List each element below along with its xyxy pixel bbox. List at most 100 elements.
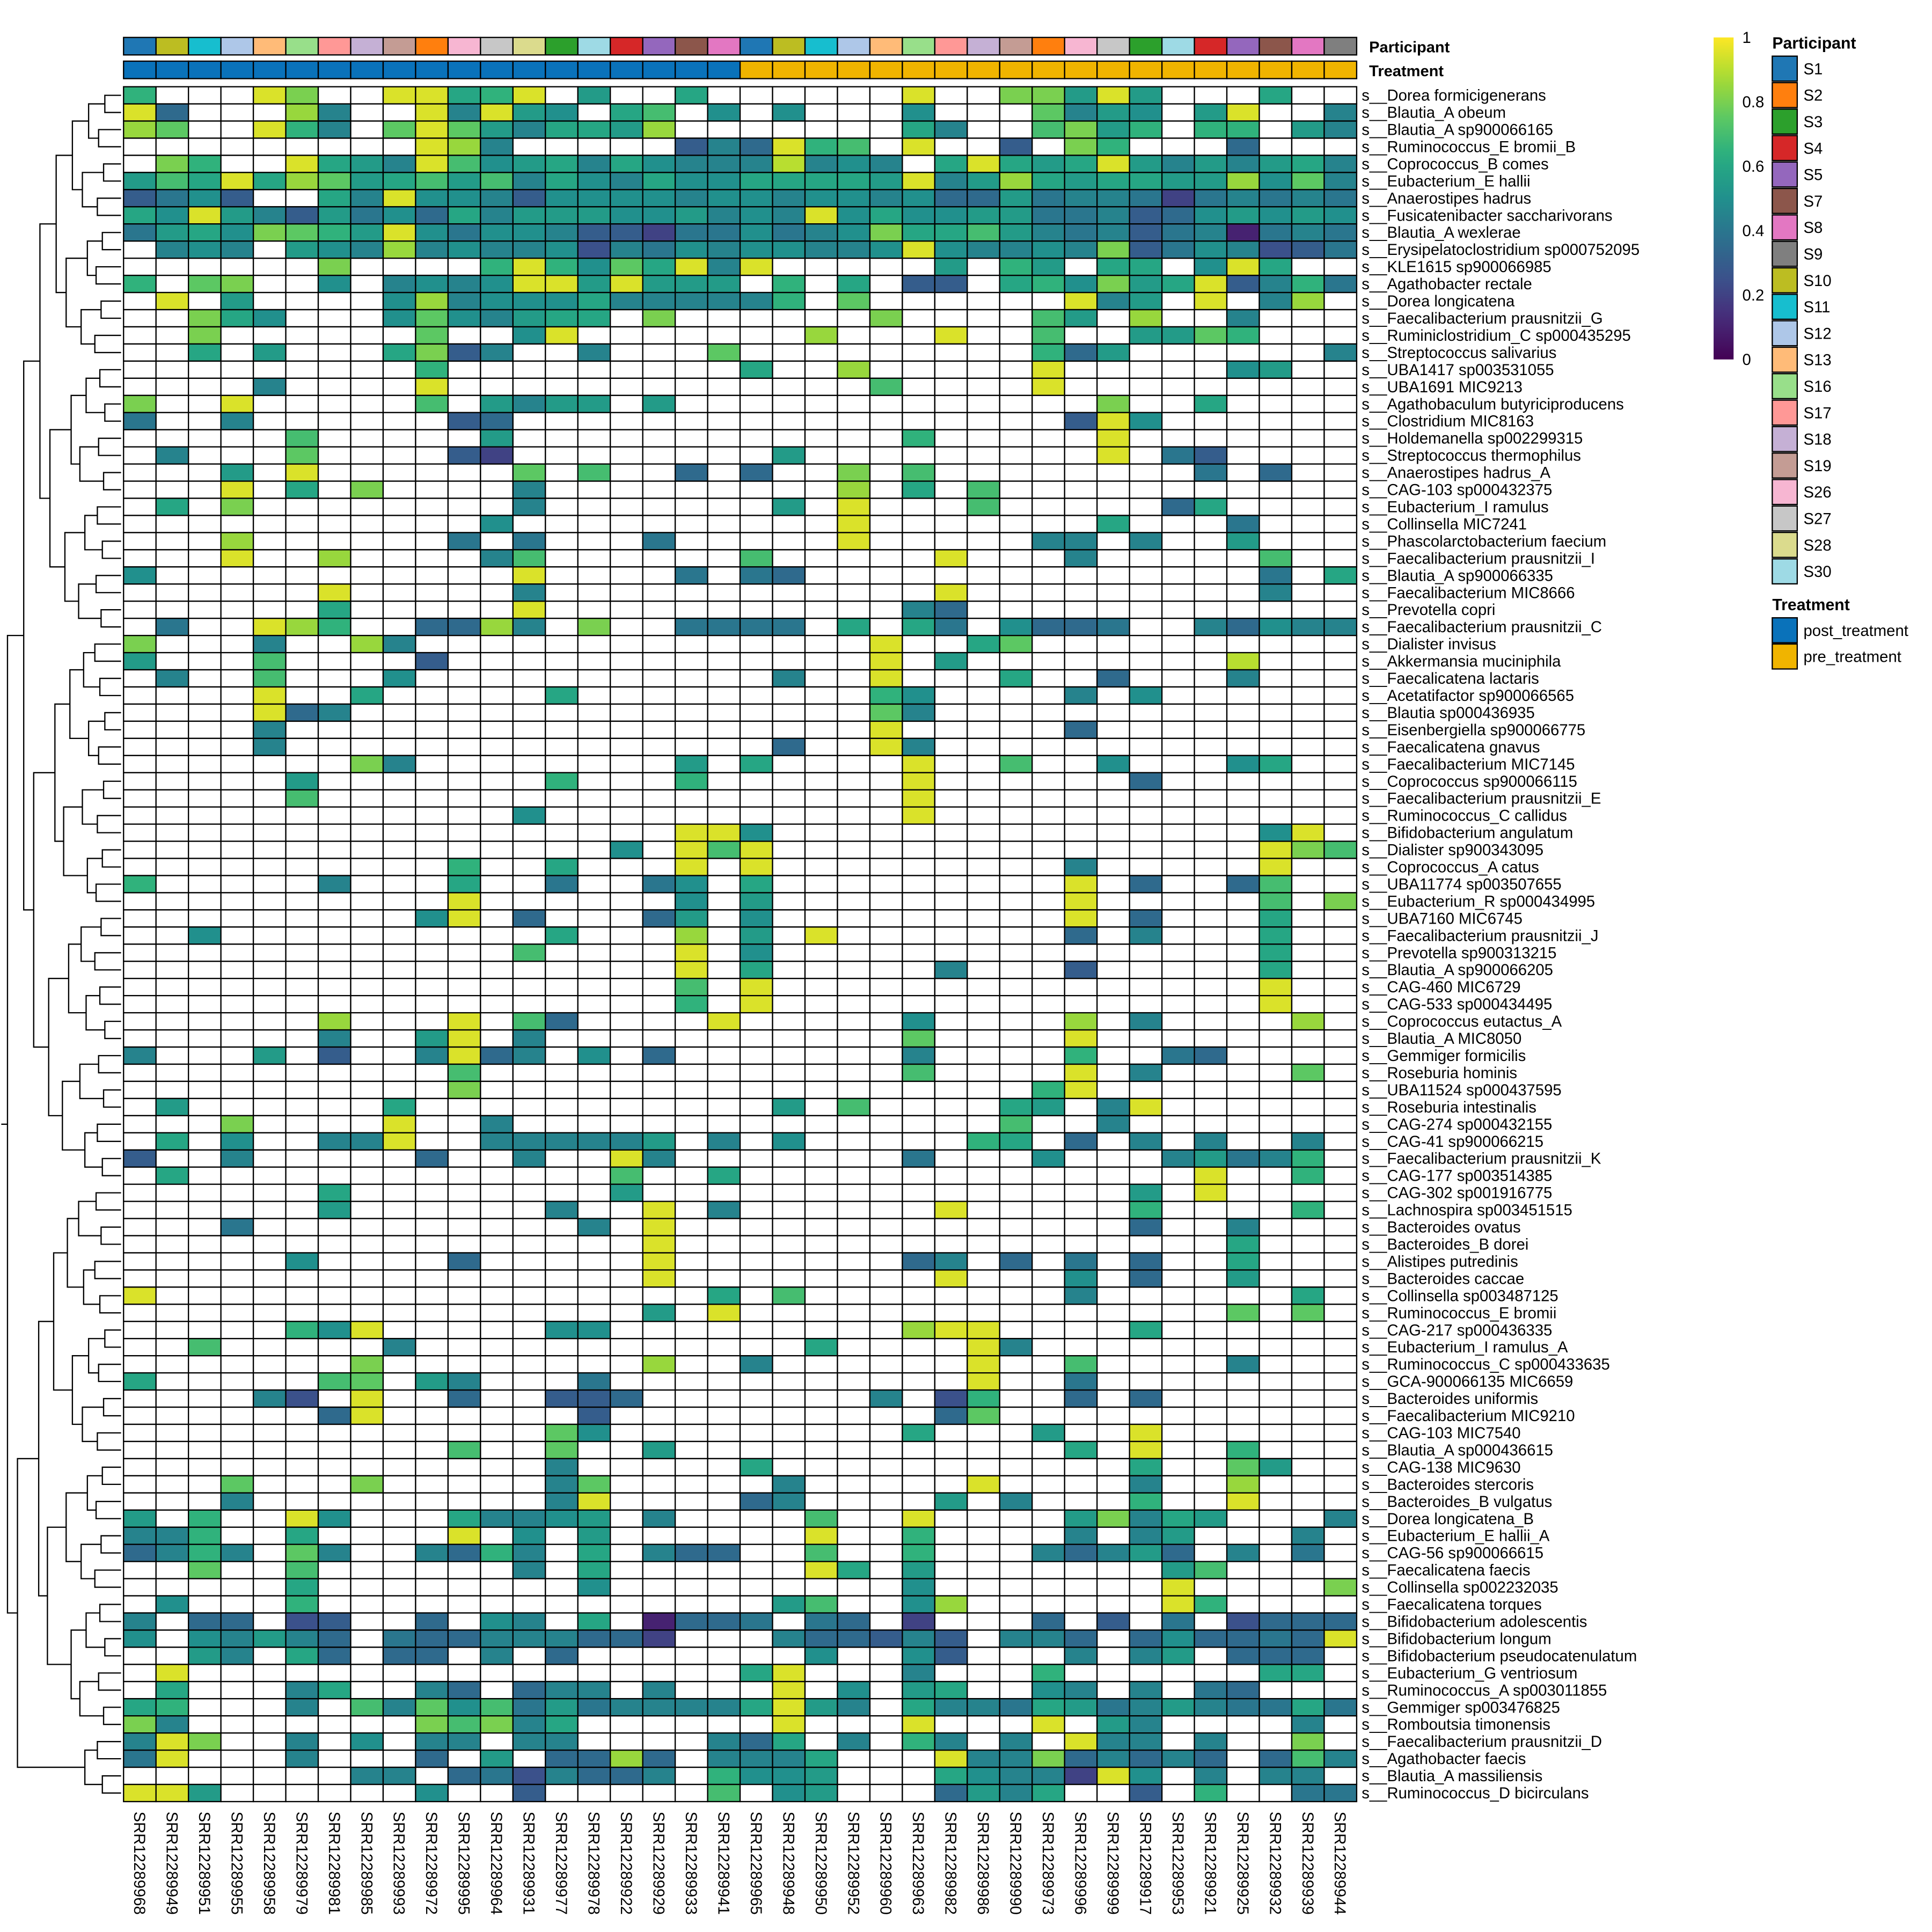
heatmap-cell	[382, 120, 416, 139]
heatmap-cell	[642, 497, 676, 516]
heatmap-cell	[577, 601, 611, 619]
heatmap-cell	[967, 515, 1000, 533]
heatmap-cell	[674, 686, 708, 705]
participant-annotation-cell	[610, 36, 643, 56]
heatmap-cell	[480, 1698, 514, 1717]
heatmap-cell	[642, 669, 676, 688]
heatmap-cell	[317, 223, 352, 242]
heatmap-cell	[285, 326, 319, 345]
heatmap-cell	[1323, 823, 1358, 842]
heatmap-cell	[902, 1201, 936, 1219]
heatmap-cell	[382, 1766, 416, 1785]
heatmap-cell	[1096, 86, 1130, 105]
heatmap-cell	[480, 1132, 514, 1151]
heatmap-cell	[220, 532, 254, 551]
heatmap-cell	[1291, 892, 1325, 911]
participant-annotation-cell	[642, 36, 676, 56]
heatmap-cell	[123, 1201, 157, 1219]
heatmap-cell	[1258, 86, 1293, 105]
heatmap-cell	[188, 532, 222, 551]
heatmap-cell	[350, 875, 384, 894]
heatmap-cell	[512, 497, 546, 516]
heatmap-cell	[123, 412, 157, 430]
heatmap-cell	[1323, 1372, 1358, 1391]
heatmap-cell	[317, 394, 352, 413]
column-label: SRR12289950	[812, 1812, 830, 1915]
heatmap-cell	[1129, 223, 1163, 242]
heatmap-cell	[967, 1063, 1000, 1082]
participant-legend-label: S10	[1803, 272, 1831, 290]
heatmap-cell	[1031, 1029, 1065, 1048]
heatmap-cell	[512, 686, 546, 705]
heatmap-cell	[902, 480, 936, 499]
heatmap-cell	[1129, 1389, 1163, 1408]
heatmap-cell	[804, 1166, 838, 1185]
heatmap-cell	[1031, 172, 1065, 191]
heatmap-cell	[188, 858, 222, 876]
heatmap-cell	[350, 943, 384, 962]
heatmap-cell	[577, 669, 611, 688]
heatmap-cell	[674, 1304, 708, 1322]
heatmap-cell	[642, 1526, 676, 1545]
heatmap-cell	[1096, 463, 1130, 482]
heatmap-cell	[1129, 429, 1163, 448]
heatmap-cell	[545, 360, 579, 379]
heatmap-cell	[1064, 1097, 1098, 1117]
heatmap-cell	[480, 583, 514, 602]
heatmap-cell	[317, 549, 352, 568]
heatmap-cell	[512, 515, 546, 533]
participant-legend-swatch	[1772, 240, 1798, 267]
heatmap-cell	[1161, 720, 1195, 740]
heatmap-cell	[1226, 1149, 1260, 1168]
heatmap-cell	[382, 1286, 416, 1305]
heatmap-cell	[545, 326, 579, 345]
heatmap-cell	[1031, 823, 1065, 842]
heatmap-cell	[480, 1423, 514, 1443]
heatmap-cell	[382, 343, 416, 362]
heatmap-cell	[1194, 1372, 1228, 1391]
heatmap-cell	[1258, 703, 1293, 722]
heatmap-cell	[1031, 240, 1065, 259]
heatmap-cell	[804, 86, 838, 105]
heatmap-cell	[1161, 1561, 1195, 1579]
heatmap-cell	[1194, 1012, 1228, 1031]
heatmap-cell	[350, 1783, 384, 1803]
heatmap-cell	[382, 172, 416, 191]
participant-annotation-cell	[577, 36, 611, 56]
heatmap-cell	[155, 943, 189, 962]
dendrogram-branch	[101, 232, 121, 251]
heatmap-cell	[967, 1406, 1000, 1425]
heatmap-cell	[285, 377, 319, 396]
heatmap-cell	[1194, 1698, 1228, 1717]
heatmap-cell	[382, 618, 416, 636]
heatmap-cell	[674, 1218, 708, 1236]
heatmap-cell	[415, 1749, 449, 1768]
heatmap-cell	[674, 1595, 708, 1614]
heatmap-cell	[447, 326, 481, 345]
heatmap-cell	[967, 223, 1000, 242]
heatmap-cell	[804, 1029, 838, 1048]
heatmap-cell	[415, 1286, 449, 1305]
heatmap-cell	[1064, 463, 1098, 482]
heatmap-cell	[610, 1132, 643, 1151]
heatmap-cell	[869, 1732, 903, 1751]
heatmap-cell	[382, 515, 416, 533]
heatmap-cell	[1161, 669, 1195, 688]
heatmap-cell	[577, 309, 611, 328]
heatmap-cell	[902, 1252, 936, 1271]
heatmap-cell	[707, 480, 741, 499]
heatmap-cell	[869, 1080, 903, 1100]
heatmap-cell	[545, 1526, 579, 1545]
dendrogram-branch	[6, 634, 24, 1614]
heatmap-cell	[285, 601, 319, 619]
heatmap-cell	[967, 189, 1000, 208]
heatmap-cell	[804, 1321, 838, 1340]
heatmap-cell	[1129, 1423, 1163, 1443]
heatmap-cell	[480, 669, 514, 688]
heatmap-cell	[1064, 823, 1098, 842]
heatmap-cell	[123, 274, 157, 294]
heatmap-cell	[739, 652, 773, 671]
heatmap-cell	[902, 394, 936, 413]
column-label: SRR12289939	[1299, 1812, 1316, 1915]
heatmap-cell	[415, 703, 449, 722]
